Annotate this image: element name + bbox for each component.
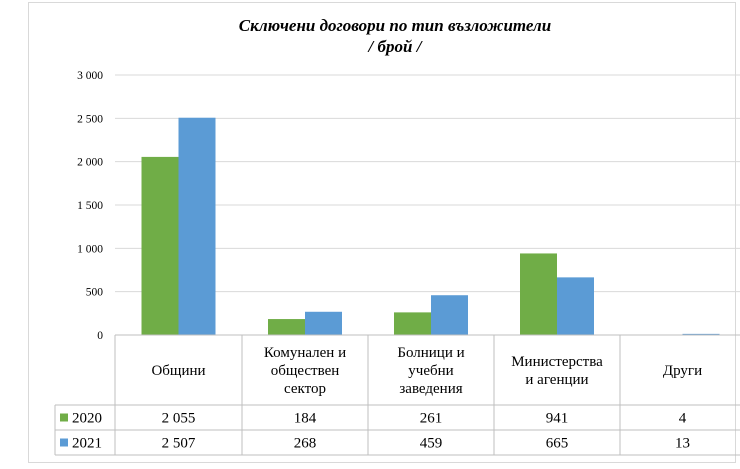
legend-label-2021: 2021 (72, 436, 102, 452)
data-label: 2 055 (162, 411, 196, 427)
data-label: 459 (420, 436, 443, 452)
data-label: 13 (675, 436, 690, 452)
y-tick-label: 2 000 (77, 157, 103, 169)
y-tick-label: 1 500 (77, 200, 103, 212)
bar-2020 (394, 312, 431, 335)
category-label: и агенции (525, 372, 588, 388)
data-label: 665 (546, 436, 569, 452)
bar-2021 (178, 117, 216, 335)
data-label: 941 (546, 411, 569, 427)
category-label: учебни (408, 363, 453, 379)
chart-subtitle: / брой / (367, 37, 424, 56)
bar-2021 (682, 333, 720, 335)
legend-swatch-2021 (60, 438, 68, 447)
bar-2020 (141, 156, 179, 335)
chart-frame (28, 2, 736, 463)
data-label: 4 (679, 411, 687, 427)
bar-2021 (305, 311, 342, 335)
category-label: заведения (399, 381, 462, 397)
data-label: 268 (294, 436, 317, 452)
category-label: Комунален и (264, 345, 346, 361)
y-tick-label: 500 (86, 287, 104, 299)
data-label: 184 (294, 411, 317, 427)
bar-2020 (520, 253, 557, 335)
category-label: обществен (271, 363, 340, 379)
category-label: Други (663, 363, 702, 379)
chart-title: Сключени договори по тип възложители (239, 16, 551, 35)
bar-2021 (557, 277, 594, 335)
bars (141, 117, 720, 335)
y-tick-label: 2 500 (77, 113, 103, 125)
category-label: сектор (284, 381, 326, 397)
y-tick-label: 1 000 (77, 243, 103, 255)
data-table: Общини Комунален и обществен сектор Болници … (54, 334, 740, 456)
category-label: Общини (151, 363, 205, 379)
category-label: Министерства (511, 354, 603, 370)
category-label: Болници и (397, 345, 464, 361)
data-label: 2 507 (162, 436, 196, 452)
bar-2020 (268, 319, 305, 335)
y-tick-label: 3 000 (77, 70, 103, 82)
legend-swatch-2020 (60, 413, 68, 422)
y-tick-label: 0 (97, 330, 103, 342)
y-axis-ticks: 0 500 1 000 1 500 2 000 2 500 3 000 (77, 70, 103, 342)
bar-2021 (431, 295, 468, 335)
legend-label-2020: 2020 (72, 411, 102, 427)
data-label: 261 (420, 411, 443, 427)
